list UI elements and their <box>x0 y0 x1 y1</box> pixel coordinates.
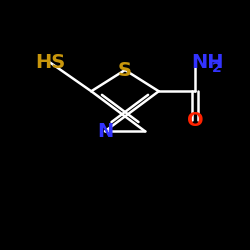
Text: O: O <box>187 110 203 130</box>
Text: 2: 2 <box>212 61 222 75</box>
Text: HS: HS <box>35 53 65 72</box>
Text: N: N <box>97 122 113 141</box>
Text: S: S <box>118 60 132 80</box>
Text: NH: NH <box>191 53 224 72</box>
